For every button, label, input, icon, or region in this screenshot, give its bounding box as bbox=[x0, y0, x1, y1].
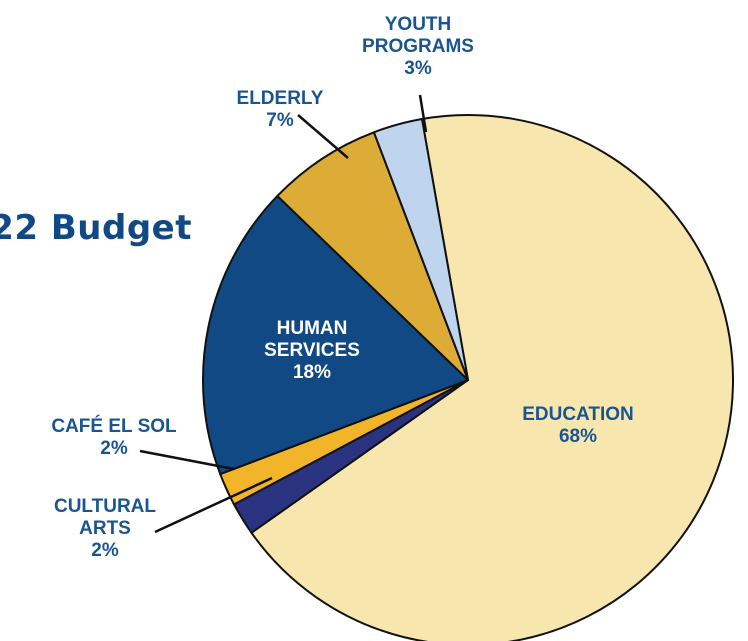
pie-slice-youth bbox=[372, 118, 469, 381]
slice-label-line: 3% bbox=[404, 58, 432, 79]
slice-label: CAFÉ EL SOL 2% bbox=[51, 415, 177, 459]
slice-label-line: PROGRAMS bbox=[362, 36, 474, 57]
slice-label-line: HUMAN bbox=[277, 318, 348, 339]
slice-label-line: SERVICES bbox=[264, 340, 360, 361]
slice-label-line: YOUTH bbox=[385, 14, 452, 35]
slice-label: CULTURAL ARTS 2% bbox=[54, 496, 156, 561]
pie-slices bbox=[202, 114, 734, 641]
pie-slice-elderly bbox=[276, 131, 469, 381]
slice-label-line: 2% bbox=[100, 438, 128, 459]
pie-slice-education bbox=[250, 114, 734, 641]
slice-label-line: 2% bbox=[91, 540, 119, 561]
chart-title: 22 Budget bbox=[0, 208, 192, 248]
slice-label-line: ELDERLY bbox=[237, 88, 324, 109]
slice-label: YOUTH PROGRAMS 3% bbox=[362, 14, 474, 79]
slice-label-line: 68% bbox=[559, 426, 597, 447]
slice-label-line: EDUCATION bbox=[522, 404, 634, 425]
leader-line bbox=[154, 476, 273, 534]
slice-label-line: CAFÉ EL SOL bbox=[51, 415, 177, 437]
slice-label-line: 18% bbox=[293, 362, 331, 383]
slice-label: HUMAN SERVICES 18% bbox=[264, 318, 360, 383]
slice-label: EDUCATION 68% bbox=[522, 404, 634, 447]
leader-lines bbox=[139, 94, 428, 534]
slice-label-line: ARTS bbox=[79, 518, 131, 539]
slice-label-line: CULTURAL bbox=[54, 496, 156, 517]
leader-line bbox=[418, 94, 428, 133]
slice-labels: EDUCATION 68%CULTURAL ARTS 2%CAFÉ EL SOL 2%H… bbox=[51, 14, 633, 561]
slice-label: ELDERLY 7% bbox=[237, 88, 324, 131]
leader-line bbox=[297, 114, 349, 159]
leader-line bbox=[139, 449, 235, 471]
pie-slice-human bbox=[202, 194, 469, 476]
slice-label-line: 7% bbox=[266, 110, 294, 131]
